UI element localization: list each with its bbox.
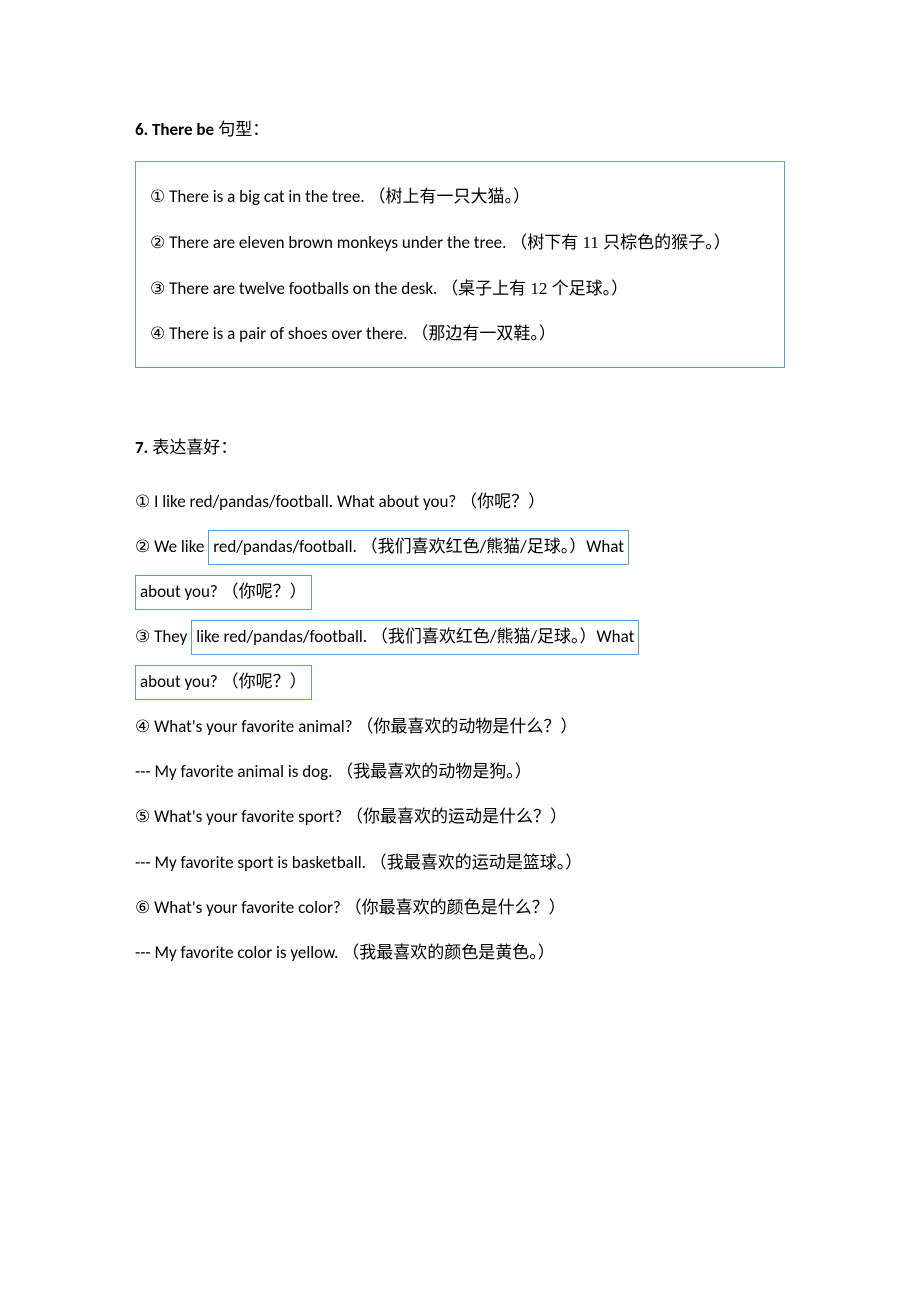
circled-num: ① xyxy=(135,492,150,511)
tail-text: What about you? （你呢？） xyxy=(337,491,545,512)
en-text: There is a big cat in the tree. xyxy=(165,186,368,207)
heading-bold: 6. There be xyxy=(135,119,214,140)
cn-text: （树下有 11 只棕色的猴子。） xyxy=(510,233,730,252)
cn-text: （树上有一只大猫。） xyxy=(368,187,530,206)
en-text: There are eleven brown monkeys under the… xyxy=(165,232,510,253)
circled-num: ④ xyxy=(150,324,165,343)
box-line-3: ③ There are twelve footballs on the desk… xyxy=(150,266,770,312)
section-6-box: ① There is a big cat in the tree. （树上有一只… xyxy=(135,161,785,369)
section-7-heading: 7. 表达喜好： xyxy=(135,428,785,469)
q-en: What's your favorite animal? xyxy=(150,716,356,737)
circled-num: ② xyxy=(135,537,150,556)
box-line-4: ④ There is a pair of shoes over there. （… xyxy=(150,311,770,357)
heading-rest: 句型： xyxy=(214,120,269,139)
en-text: There are twelve footballs on the desk. xyxy=(165,278,441,299)
circled-num: ② xyxy=(150,233,165,252)
item-5-q: ⑤ What's your favorite sport? （你最喜欢的运动是什… xyxy=(135,794,785,839)
a-cn: （我最喜欢的动物是狗。） xyxy=(336,762,532,781)
box-line-2: ② There are eleven brown monkeys under t… xyxy=(150,220,770,266)
circled-num: ③ xyxy=(150,279,165,298)
q-cn: （你最喜欢的颜色是什么？） xyxy=(345,898,566,917)
a-cn: （我最喜欢的颜色是黄色。） xyxy=(342,943,555,962)
item-1: ① I like red/pandas/football. What about… xyxy=(135,479,785,524)
circled-num: ① xyxy=(150,187,165,206)
heading-rest: 表达喜好： xyxy=(148,438,237,457)
a-en: --- My favorite sport is basketball. xyxy=(135,852,370,873)
item-6-a: --- My favorite color is yellow. （我最喜欢的颜… xyxy=(135,930,785,975)
circled-num: ④ xyxy=(135,717,150,736)
boxed-text: about you? （你呢？） xyxy=(135,665,312,699)
box-line-1: ① There is a big cat in the tree. （树上有一只… xyxy=(150,174,770,220)
item-5-a: --- My favorite sport is basketball. （我最… xyxy=(135,840,785,885)
boxed-text: about you? （你呢？） xyxy=(135,575,312,609)
item-2: ② We like red/pandas/football. （我们喜欢红色/熊… xyxy=(135,524,785,614)
q-en: What's your favorite color? xyxy=(150,897,344,918)
q-en: What's your favorite sport? xyxy=(150,806,346,827)
item-4-q: ④ What's your favorite animal? （你最喜欢的动物是… xyxy=(135,704,785,749)
en-text: There is a pair of shoes over there. xyxy=(165,323,411,344)
a-cn: （我最喜欢的运动是篮球。） xyxy=(370,853,583,872)
circled-num: ⑤ xyxy=(135,807,150,826)
item-6-q: ⑥ What's your favorite color? （你最喜欢的颜色是什… xyxy=(135,885,785,930)
item-3: ③ They like red/pandas/football. （我们喜欢红色… xyxy=(135,614,785,704)
document-page: 6. There be 句型： ① There is a big cat in … xyxy=(0,0,920,1055)
boxed-text: like red/pandas/football. （我们喜欢红色/熊猫/足球。… xyxy=(191,620,639,654)
a-en: --- My favorite color is yellow. xyxy=(135,942,342,963)
boxed-text: red/pandas/football. （我们喜欢红色/熊猫/足球。）What xyxy=(208,530,629,564)
cn-text: （桌子上有 12 个足球。） xyxy=(441,279,628,298)
heading-bold: 7. xyxy=(135,437,148,458)
en-text: I like red/pandas/football. xyxy=(150,491,337,512)
a-en: --- My favorite animal is dog. xyxy=(135,761,336,782)
circled-num: ③ xyxy=(135,627,150,646)
q-cn: （你最喜欢的运动是什么？） xyxy=(346,807,567,826)
cn-text: （那边有一双鞋。） xyxy=(411,324,556,343)
q-cn: （你最喜欢的动物是什么？） xyxy=(356,717,577,736)
pre-text: They xyxy=(150,626,191,647)
circled-num: ⑥ xyxy=(135,898,150,917)
section-6-heading: 6. There be 句型： xyxy=(135,110,785,151)
pre-text: We like xyxy=(150,536,208,557)
item-4-a: --- My favorite animal is dog. （我最喜欢的动物是… xyxy=(135,749,785,794)
